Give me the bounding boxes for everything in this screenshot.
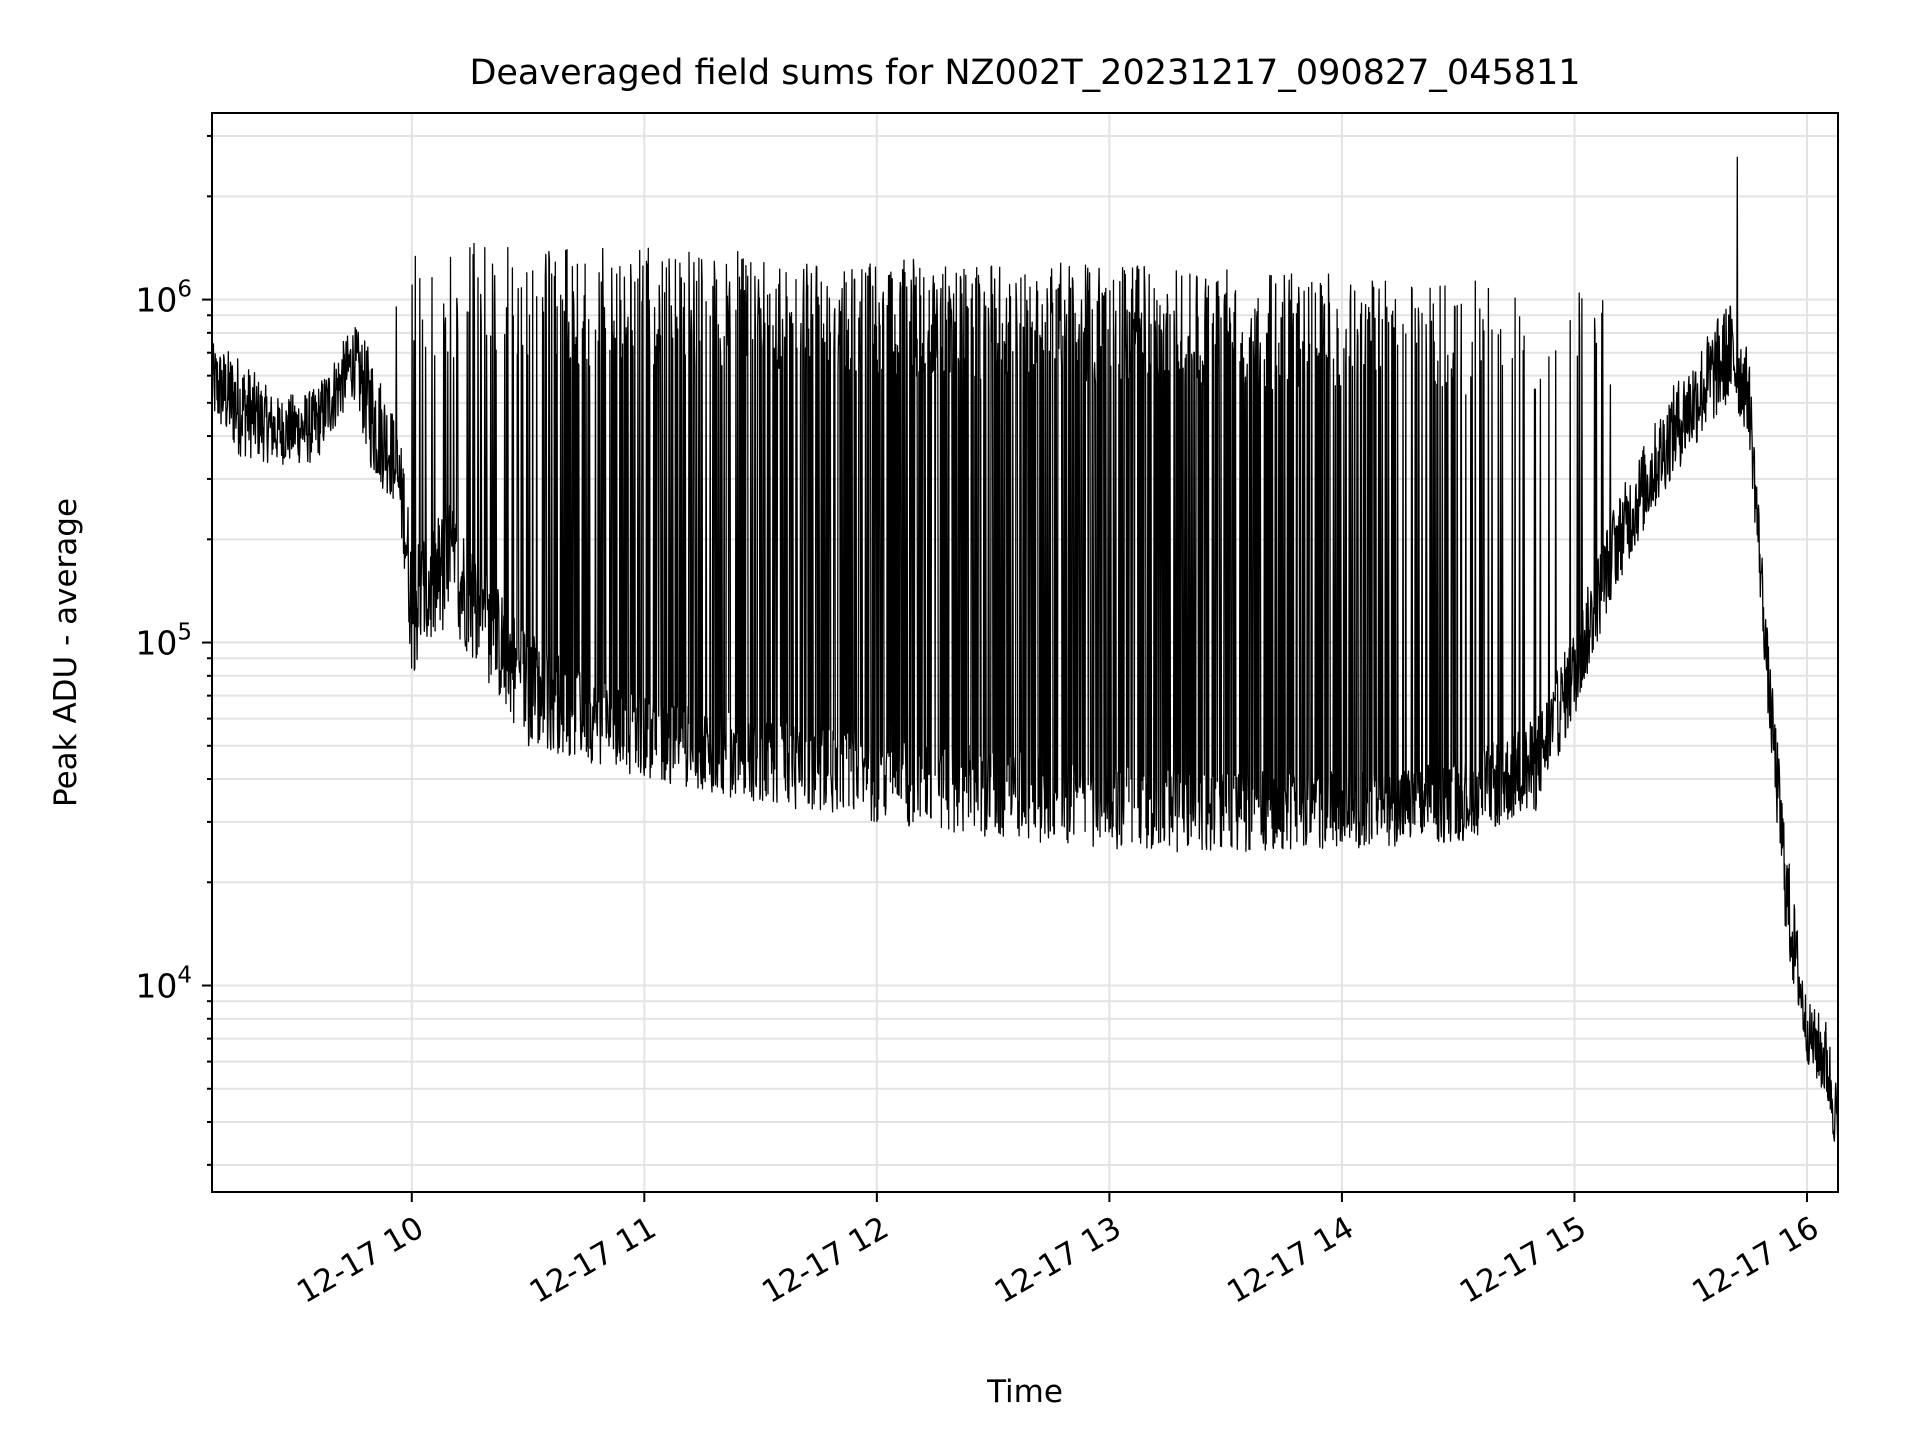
y-tick-base: 10 <box>135 624 177 663</box>
y-tick-label: 105 <box>135 620 192 663</box>
y-tick-exponent: 6 <box>177 277 192 303</box>
chart-title: Deaveraged field sums for NZ002T_2023121… <box>469 53 1580 93</box>
y-tick-exponent: 4 <box>177 963 192 989</box>
plot-frame <box>211 112 1839 1193</box>
y-axis-label: Peak ADU - average <box>48 498 84 807</box>
y-tick-base: 10 <box>135 967 177 1006</box>
y-tick-exponent: 5 <box>177 620 192 646</box>
y-tick-base: 10 <box>135 281 177 320</box>
series-layer <box>211 156 1839 1142</box>
y-tick-label: 106 <box>135 277 192 320</box>
x-axis-label: Time <box>986 1374 1063 1410</box>
series-line <box>211 156 1839 1142</box>
y-tick-label: 104 <box>135 963 192 1006</box>
